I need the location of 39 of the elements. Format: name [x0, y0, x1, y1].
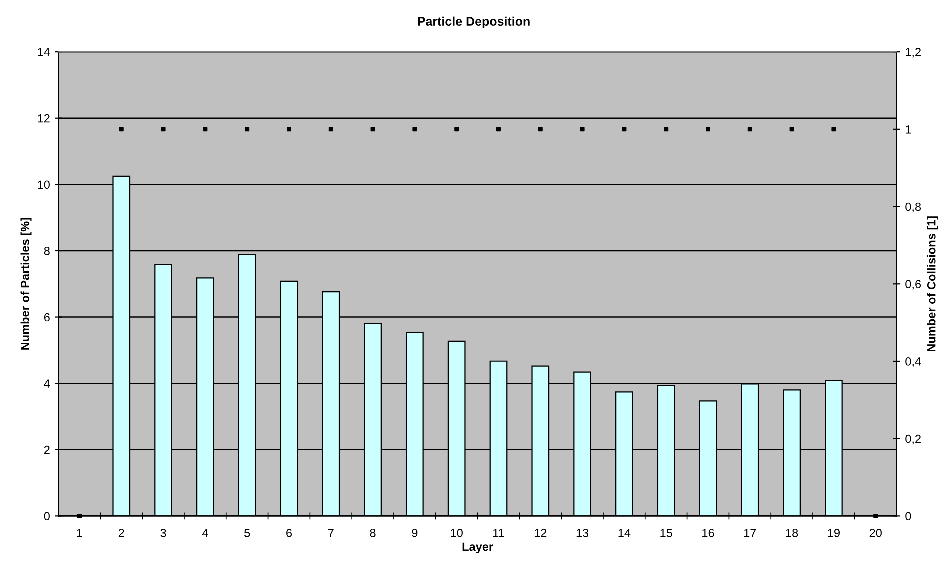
x-tick-label: 12: [534, 529, 547, 538]
x-tick-label: 17: [744, 529, 756, 538]
y2-tick-label: 1: [906, 126, 912, 134]
x-tick-label: 9: [412, 529, 418, 538]
x-tick-label: 14: [618, 529, 631, 538]
x-axis-title: Layer: [462, 542, 494, 554]
x-tick-label: 18: [786, 529, 798, 538]
x-tick-label: 19: [828, 529, 840, 538]
y2-tick-label: 0: [906, 512, 912, 521]
y-tick-label: 4: [44, 380, 50, 388]
y2-tick-label: 1,2: [906, 48, 921, 58]
y2-tick-label: 0,2: [906, 434, 921, 445]
y-tick-label: 14: [38, 48, 50, 56]
x-tick-label: 16: [702, 529, 714, 538]
chart-title: Particle Deposition: [418, 16, 530, 28]
x-tick-label: 13: [576, 529, 589, 538]
x-tick-label: 15: [660, 529, 672, 538]
y-tick-label: 0: [44, 512, 50, 521]
x-tick-label: 2: [118, 529, 124, 538]
x-tick-label: 5: [244, 529, 250, 538]
x-tick-label: 7: [328, 529, 334, 538]
x-tick-label: 6: [286, 529, 292, 538]
y-tick-label: 10: [38, 180, 50, 190]
x-tick-label: 10: [451, 529, 463, 538]
y2-tick-label: 0,4: [906, 358, 922, 368]
y-tick-label: 2: [44, 446, 50, 454]
x-tick-label: 20: [870, 529, 882, 538]
x-tick-label: 4: [202, 529, 208, 538]
y-axis-title: Number of Particles [%]: [20, 218, 32, 350]
y-tick-label: 12: [38, 114, 50, 123]
y-tick-label: 6: [44, 313, 50, 322]
y-tick-label: 8: [44, 247, 50, 256]
y2-tick-label: 0,6: [906, 280, 922, 290]
x-tick-label: 1: [77, 529, 82, 538]
y2-tick-label: 0,8: [906, 202, 922, 213]
x-tick-label: 3: [160, 529, 166, 538]
y2-axis-title: Number of Collisions [1]: [927, 216, 938, 352]
x-tick-label: 11: [494, 529, 504, 538]
x-tick-label: 8: [370, 529, 376, 538]
